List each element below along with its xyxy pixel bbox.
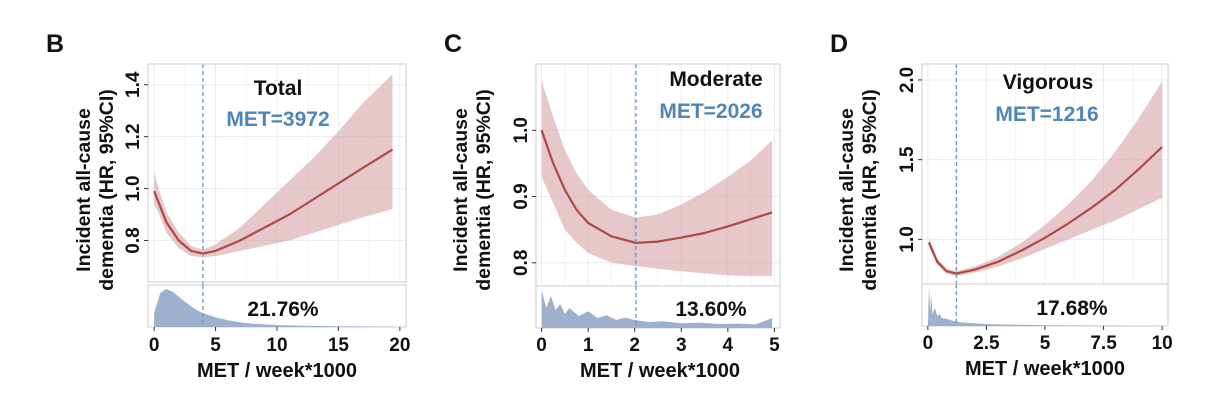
met-threshold-label: MET=3972 xyxy=(226,108,329,131)
met-threshold-label: MET=1216 xyxy=(995,103,1098,126)
y-axis-label-line1: Incident all-cause xyxy=(73,108,95,272)
y-tick-label: 2.0 xyxy=(897,67,918,93)
x-tick-label: 10 xyxy=(1152,333,1173,354)
x-tick-label: 4 xyxy=(723,335,734,356)
y-tick-label: 1.2 xyxy=(123,123,144,149)
histogram-percent-label: 21.76% xyxy=(247,298,319,321)
panel-letter: B xyxy=(46,30,64,58)
histogram-area xyxy=(541,290,773,328)
panel-D: 0 2.5 5 7.5 10 1.0 1.5 2.0 D Incident all-cause de… xyxy=(830,30,1173,380)
y-axis-label-line2: dementia (HR, 95%CI) xyxy=(473,89,495,291)
y-tick-label: 1.4 xyxy=(123,71,144,98)
panel-subtitle: Total xyxy=(254,77,303,100)
panel-B: 0 5 10 15 20 0.8 1.0 1.2 1.4 B Incident all-cause d… xyxy=(46,30,410,382)
x-tick-label: 2 xyxy=(629,335,640,356)
x-tick-label: 20 xyxy=(389,335,410,356)
histogram-area xyxy=(927,286,1163,326)
met-threshold-label: MET=2026 xyxy=(659,100,762,123)
x-tick-label: 15 xyxy=(328,335,350,356)
x-axis-label: MET / week*1000 xyxy=(965,358,1125,380)
y-axis-label-line2: dementia (HR, 95%CI) xyxy=(859,89,881,291)
histogram-percent-label: 17.68% xyxy=(1036,297,1108,320)
y-axis-label-line1: Incident all-cause xyxy=(450,108,472,272)
x-tick-label: 7.5 xyxy=(1090,333,1117,354)
x-tick-label: 5 xyxy=(1040,333,1051,354)
x-tick-label: 0 xyxy=(923,333,934,354)
y-tick-label: 1.0 xyxy=(511,117,532,143)
y-tick-label: 1.0 xyxy=(123,175,144,201)
y-axis-label-line1: Incident all-cause xyxy=(836,108,858,272)
histogram-frame xyxy=(921,283,1169,327)
y-axis-label-line2: dementia (HR, 95%CI) xyxy=(96,89,118,291)
hr-curve xyxy=(927,146,1163,275)
y-tick-label: 1.0 xyxy=(897,226,918,252)
histogram-area xyxy=(154,289,393,327)
x-axis-label: MET / week*1000 xyxy=(197,360,357,382)
hr-curve xyxy=(153,148,394,255)
histogram-percent-label: 13.60% xyxy=(675,298,747,321)
x-tick-label: 2.5 xyxy=(973,333,1000,354)
x-tick-label: 1 xyxy=(583,335,594,356)
x-axis-label: MET / week*1000 xyxy=(580,360,740,382)
panel-C: 0 1 2 3 4 5 0.8 0.9 1.0 C Incident all-cause dement… xyxy=(444,30,781,382)
y-tick-label: 0.8 xyxy=(123,227,144,253)
x-tick-label: 10 xyxy=(266,335,287,356)
panel-letter: D xyxy=(830,30,848,58)
x-tick-label: 3 xyxy=(676,335,687,356)
x-tick-label: 5 xyxy=(769,335,780,356)
x-tick-label: 0 xyxy=(149,335,160,356)
ci-band xyxy=(541,80,773,277)
panel-letter: C xyxy=(444,30,462,58)
ci-band xyxy=(154,74,393,258)
panel-subtitle: Moderate xyxy=(669,68,762,91)
main-plot-frame xyxy=(147,63,407,283)
x-tick-label: 5 xyxy=(210,335,221,356)
x-tick-label: 0 xyxy=(536,335,547,356)
y-tick-label: 0.8 xyxy=(511,250,532,276)
y-tick-label: 1.5 xyxy=(897,146,918,173)
panel-subtitle: Vigorous xyxy=(1003,71,1094,94)
y-tick-label: 0.9 xyxy=(511,183,532,209)
